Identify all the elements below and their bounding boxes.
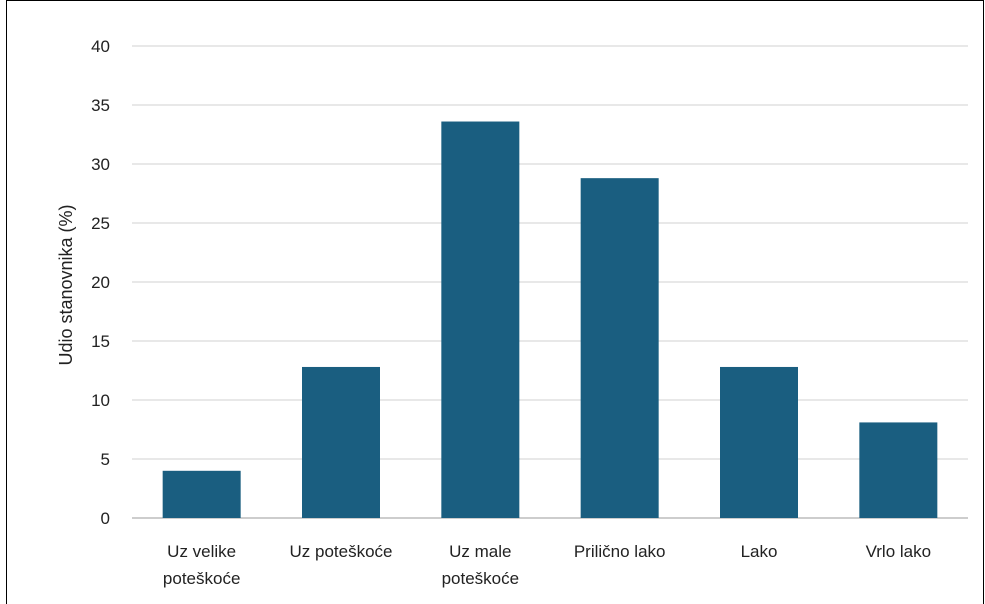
bars [162,121,938,519]
x-axis-labels: Uz velike poteškoće Uz poteškoće Uz male pot… [163,542,931,588]
gridlines [132,45,968,519]
bar [162,470,241,518]
y-axis-ticks: 0 5 10 15 20 25 30 35 40 [91,37,110,528]
y-tick-label: 20 [91,273,110,292]
x-category-label: Uz poteškoće [290,542,393,561]
x-category-label: Lako [741,542,778,561]
x-category-label: poteškoće [442,569,520,588]
y-tick-label: 30 [91,155,110,174]
bar [441,121,520,519]
y-tick-label: 5 [101,450,110,469]
y-tick-label: 0 [101,509,110,528]
x-category-label: Vrlo lako [866,542,932,561]
bar [302,366,380,518]
x-category-label: Uz velike [167,542,236,561]
x-category-label: Uz male [449,542,511,561]
y-tick-label: 15 [91,332,110,351]
y-tick-label: 25 [91,214,110,233]
y-axis-label: Udio stanovnika (%) [56,204,76,365]
y-tick-label: 40 [91,37,110,56]
bar [859,422,938,518]
bar [720,366,798,518]
x-category-label: poteškoće [163,569,241,588]
bar [580,178,659,518]
x-category-label: Prilično lako [574,542,666,561]
y-tick-label: 35 [91,96,110,115]
y-tick-label: 10 [91,391,110,410]
